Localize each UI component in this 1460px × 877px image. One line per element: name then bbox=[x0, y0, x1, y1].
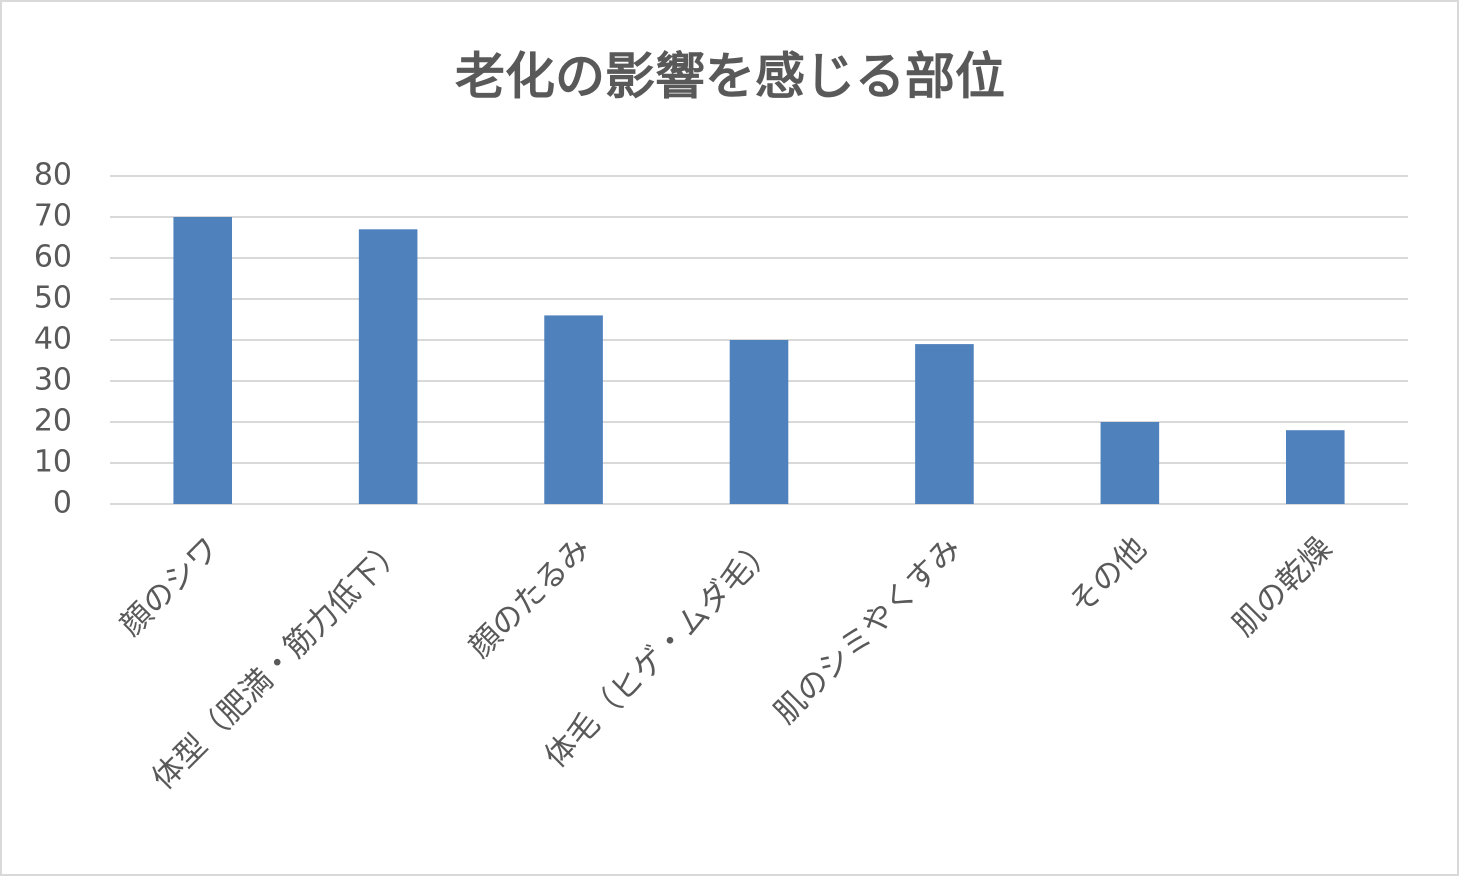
y-tick-label: 50 bbox=[34, 281, 72, 316]
bar bbox=[1285, 430, 1345, 504]
y-tick-label: 10 bbox=[34, 445, 72, 480]
bar bbox=[173, 217, 233, 504]
bar bbox=[915, 344, 974, 504]
y-tick-label: 30 bbox=[34, 363, 72, 398]
y-tick-label: 0 bbox=[53, 486, 72, 521]
chart-title: 老化の影響を感じる部位 bbox=[455, 48, 1005, 106]
bar bbox=[544, 315, 603, 504]
bar bbox=[729, 340, 789, 504]
bar bbox=[358, 229, 418, 505]
y-tick-label: 70 bbox=[34, 199, 72, 234]
y-tick-label: 60 bbox=[34, 240, 72, 275]
y-tick-label: 80 bbox=[34, 158, 72, 193]
y-tick-label: 20 bbox=[34, 404, 72, 439]
y-tick-label: 40 bbox=[34, 322, 72, 357]
bar bbox=[1100, 422, 1160, 504]
